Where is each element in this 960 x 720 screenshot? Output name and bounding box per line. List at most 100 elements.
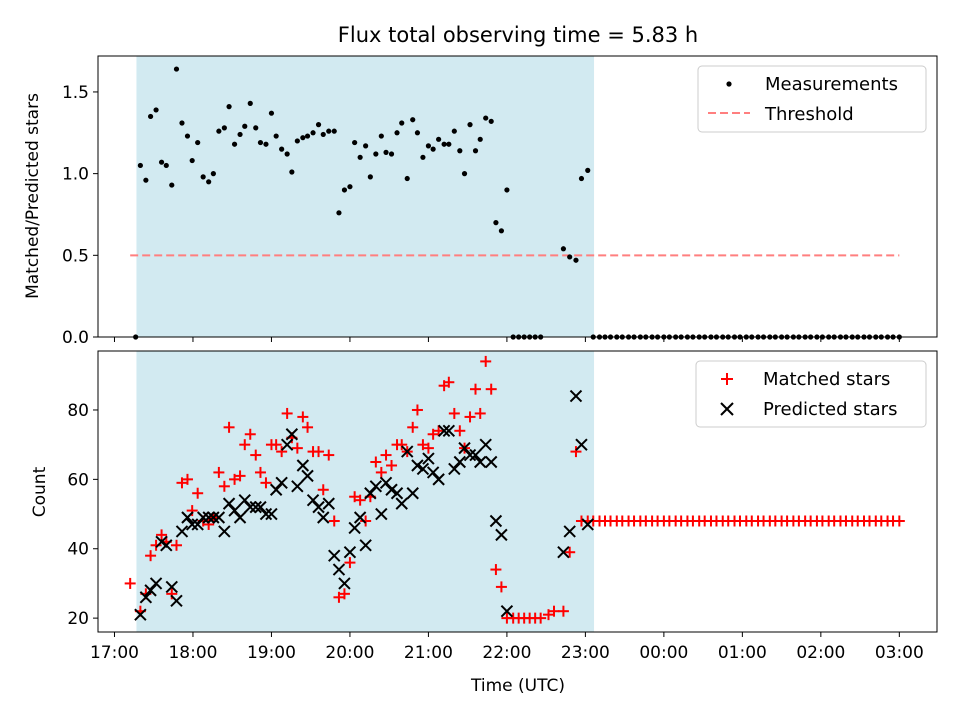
predicted-star-point: [353, 511, 367, 524]
predicted-star-point: [338, 577, 351, 590]
matched-star-point: [281, 407, 293, 419]
predicted-star-point: [575, 438, 588, 451]
measurement-point: [573, 257, 579, 263]
predicted-star-stroke: [442, 424, 456, 437]
matched-star-point: [218, 480, 230, 492]
predicted-star-point: [569, 389, 583, 403]
predicted-star-stroke: [312, 500, 325, 514]
predicted-star-point: [332, 563, 346, 576]
predicted-star-point: [426, 466, 440, 479]
x-tick-label: 20:00: [325, 643, 374, 663]
predicted-star-stroke: [196, 511, 210, 524]
predicted-star-point: [218, 525, 231, 538]
legend-threshold-label: Threshold: [764, 104, 854, 125]
predicted-star-stroke: [563, 525, 576, 538]
predicted-star-stroke: [149, 577, 163, 590]
measurement-point: [263, 141, 269, 147]
predicted-star-stroke: [401, 445, 414, 458]
predicted-star-stroke: [291, 480, 304, 493]
predicted-star-point: [437, 424, 451, 437]
matched-star-point: [370, 456, 382, 468]
predicted-star-point: [390, 487, 404, 500]
predicted-star-point: [291, 480, 304, 493]
predicted-star-stroke: [343, 546, 357, 559]
predicted-star-stroke: [280, 438, 294, 451]
matched-star-point: [480, 355, 492, 367]
predicted-star-point: [401, 445, 414, 458]
matched-star-point: [380, 449, 392, 461]
matched-star-point: [570, 446, 582, 458]
x-tick-label: 23:00: [561, 643, 610, 663]
predicted-star-stroke: [259, 507, 273, 521]
legend-matched-marker: [721, 373, 733, 385]
count-panel: 20 40 60 80 17:00 18:00 19:00 20:00 21:00 22:00 2…: [30, 350, 938, 696]
predicted-star-stroke: [379, 476, 393, 490]
predicted-star-point: [170, 594, 183, 607]
predicted-star-point: [165, 580, 178, 594]
measurement-point: [231, 141, 238, 147]
matched-stars-points: [124, 355, 905, 624]
measurement-point: [488, 118, 494, 124]
matched-star-point: [354, 494, 366, 506]
measurement-point: [425, 143, 432, 149]
predicted-star-stroke: [338, 577, 351, 590]
ratio-x-axis-ticks: [113, 337, 900, 342]
predicted-star-point: [306, 493, 320, 507]
measurement-point: [158, 159, 165, 165]
measurement-point: [331, 128, 337, 134]
predicted-star-stroke: [489, 514, 503, 528]
measurement-point: [399, 120, 405, 126]
predicted-star-point: [134, 608, 147, 621]
predicted-star-point: [474, 455, 487, 469]
count-y-tick-label: 20: [67, 609, 89, 629]
predicted-star-point: [348, 521, 361, 535]
measurement-point: [195, 139, 201, 146]
measurement-point: [289, 169, 295, 175]
predicted-star-stroke: [170, 594, 183, 607]
predicted-star-point: [453, 455, 467, 469]
matched-star-point: [557, 605, 569, 617]
measurement-point: [341, 187, 348, 193]
predicted-star-stroke: [181, 511, 194, 524]
predicted-star-stroke: [185, 518, 199, 531]
predicted-star-stroke: [469, 448, 482, 462]
measurement-point: [420, 154, 426, 160]
predicted-star-stroke: [175, 525, 189, 538]
measurement-point: [315, 122, 322, 128]
predicted-star-point: [359, 539, 372, 552]
measurement-point: [383, 149, 389, 155]
predicted-star-point: [442, 424, 456, 437]
count-legend-box: [695, 360, 927, 428]
legend-predicted-label: Predicted stars: [763, 399, 897, 420]
predicted-star-stroke: [485, 455, 498, 469]
predicted-star-stroke: [212, 511, 226, 524]
measurement-point: [363, 143, 369, 149]
measurement-point: [394, 130, 400, 136]
predicted-star-point: [275, 476, 288, 490]
predicted-star-stroke: [353, 511, 367, 524]
measurement-point: [200, 174, 206, 180]
matched-star-point: [338, 588, 350, 600]
predicted-star-stroke: [233, 511, 247, 524]
predicted-star-point: [563, 525, 576, 538]
predicted-star-stroke: [254, 500, 267, 514]
predicted-star-point: [175, 525, 189, 538]
predicted-star-point: [181, 511, 194, 524]
predicted-star-point: [228, 504, 241, 517]
measurement-point: [347, 184, 353, 190]
predicted-star-stroke: [328, 549, 341, 562]
predicted-star-point: [416, 462, 430, 476]
measurement-point: [173, 66, 180, 72]
predicted-star-point: [265, 507, 278, 521]
predicted-star-stroke: [416, 462, 430, 476]
measurement-point: [226, 104, 232, 110]
matched-star-point: [250, 449, 262, 461]
predicted-star-point: [489, 514, 503, 528]
predicted-star-stroke: [244, 500, 257, 514]
predicted-star-stroke: [165, 580, 178, 594]
matched-star-point: [433, 425, 445, 437]
x-axis-label: Time (UTC): [470, 676, 565, 696]
measurement-point: [237, 131, 243, 138]
predicted-star-stroke: [265, 507, 278, 521]
measurement-point: [578, 175, 585, 182]
